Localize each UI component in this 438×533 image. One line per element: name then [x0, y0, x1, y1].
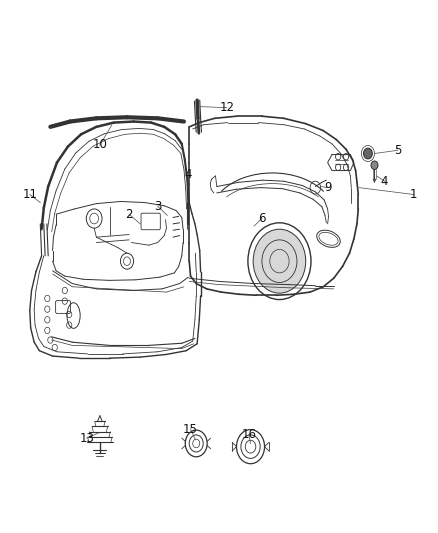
Text: 4: 4: [381, 175, 389, 188]
Text: 3: 3: [154, 200, 161, 213]
Text: 5: 5: [394, 144, 401, 157]
Text: 11: 11: [22, 188, 37, 201]
Text: 2: 2: [125, 208, 133, 221]
Text: 12: 12: [219, 101, 234, 114]
Text: 6: 6: [258, 212, 266, 225]
Text: 1: 1: [410, 188, 418, 201]
Circle shape: [364, 148, 372, 159]
Text: 16: 16: [241, 428, 256, 441]
Circle shape: [371, 161, 378, 169]
Text: 13: 13: [79, 432, 94, 445]
Text: 9: 9: [324, 181, 332, 194]
Circle shape: [253, 229, 306, 293]
Text: 10: 10: [92, 139, 107, 151]
Text: 15: 15: [183, 423, 198, 435]
Text: 4: 4: [184, 168, 192, 181]
